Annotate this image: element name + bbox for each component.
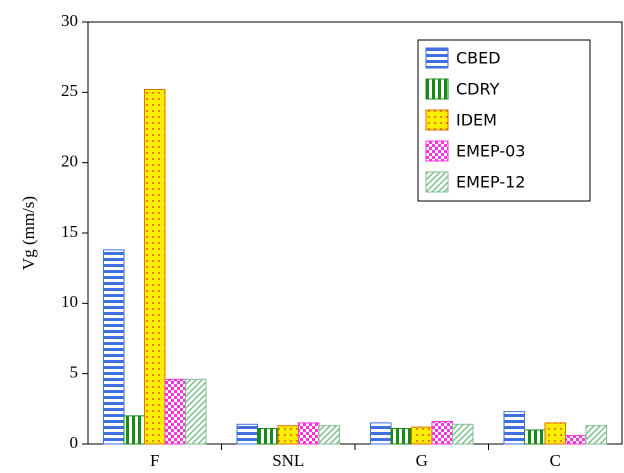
legend-label: CDRY (456, 80, 500, 99)
x-tick-label: G (416, 451, 428, 470)
legend-swatch (425, 140, 449, 162)
bar (298, 422, 320, 445)
bar (544, 422, 566, 445)
bar (164, 378, 186, 445)
legend-swatch (425, 171, 449, 193)
bar (370, 422, 392, 445)
bar (565, 435, 587, 445)
bar (431, 420, 453, 445)
bar (411, 426, 433, 445)
y-tick-label: 15 (61, 222, 78, 241)
x-tick-label: SNL (272, 451, 304, 470)
bar (452, 423, 474, 445)
legend-label: EMEP-12 (456, 173, 525, 192)
legend-label: EMEP-03 (456, 142, 525, 161)
y-tick-label: 25 (61, 81, 78, 100)
bar (123, 415, 145, 445)
y-tick-label: 20 (61, 152, 78, 171)
bar (318, 425, 340, 445)
x-tick-label: C (550, 451, 561, 470)
y-tick-label: 5 (70, 363, 79, 382)
bar (144, 89, 166, 445)
bar (524, 429, 546, 445)
y-tick-label: 30 (61, 11, 78, 30)
bar (257, 428, 279, 445)
y-axis-label: Vg (mm/s) (19, 196, 38, 270)
y-tick-label: 10 (61, 292, 78, 311)
bar (236, 423, 258, 445)
bar (103, 249, 125, 445)
bar (390, 428, 412, 445)
y-tick-label: 0 (70, 433, 79, 452)
bar (585, 425, 607, 445)
legend-swatch (425, 47, 449, 69)
bar (185, 378, 207, 445)
x-tick-label: F (150, 451, 159, 470)
legend-swatch (425, 78, 449, 100)
legend-swatch (425, 109, 449, 131)
bar (503, 411, 525, 445)
legend-label: IDEM (456, 111, 497, 130)
bar (277, 425, 299, 445)
legend-label: CBED (456, 49, 501, 68)
